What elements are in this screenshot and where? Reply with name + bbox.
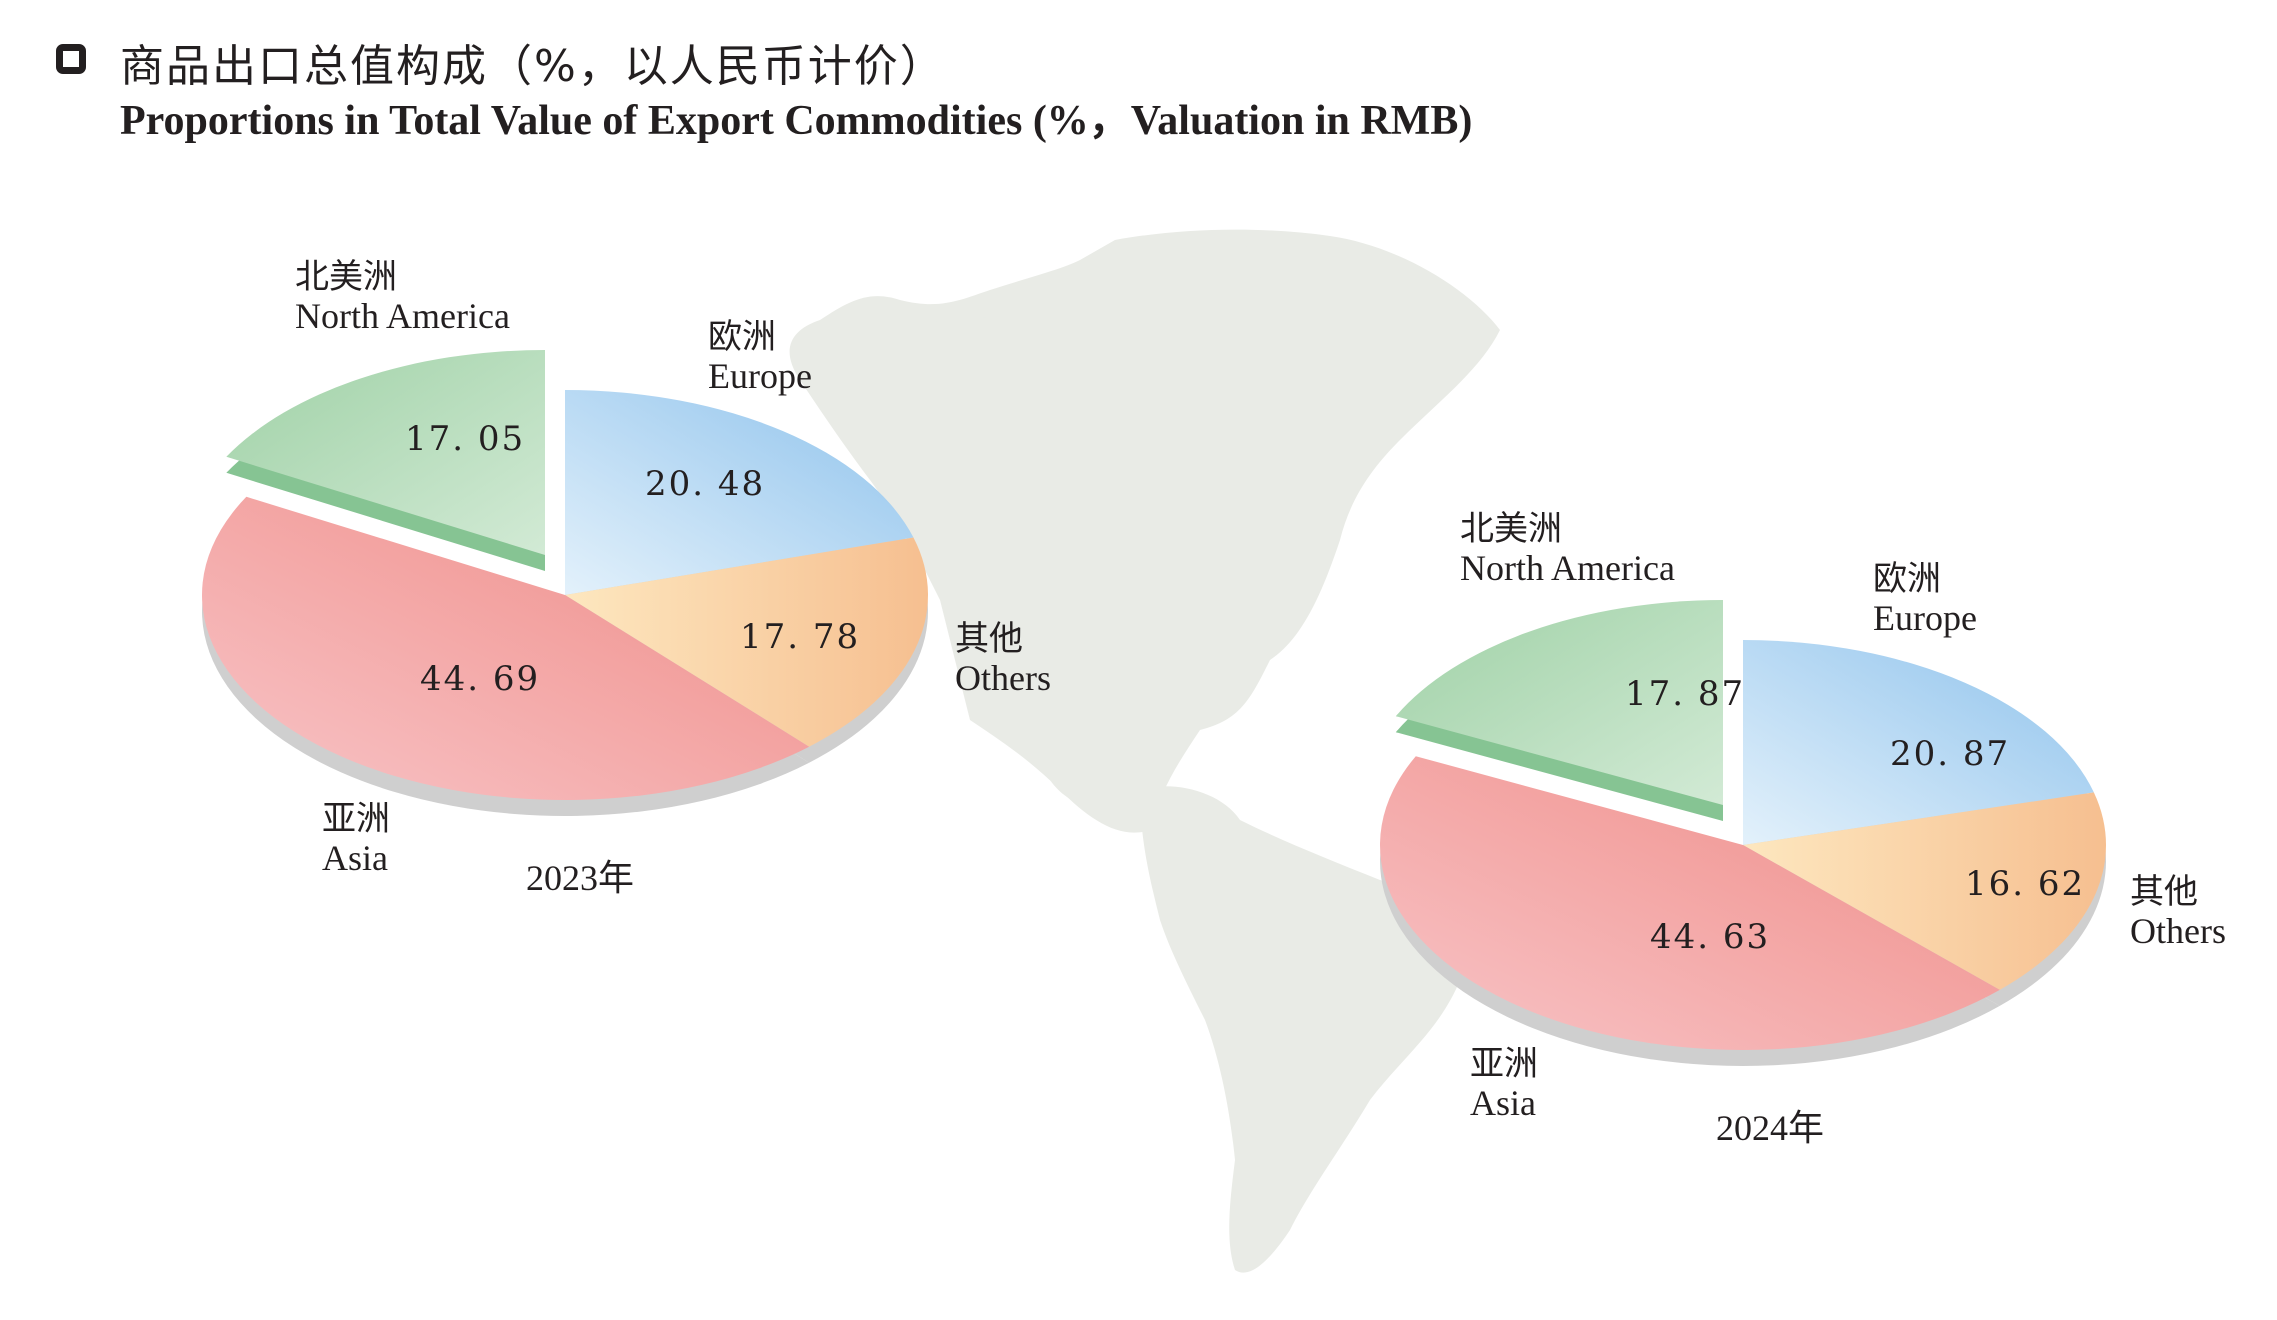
category-label-en-asia: Asia xyxy=(322,838,388,878)
value-label-asia: 44. 63 xyxy=(1650,917,1770,957)
category-label-en-europe: Europe xyxy=(708,356,812,396)
value-label-europe: 20. 48 xyxy=(645,464,765,504)
pie-slice-asia xyxy=(1380,756,2000,1050)
category-label-cn-asia: 亚洲 xyxy=(1470,1044,1538,1084)
pie-slice-others xyxy=(1743,792,2107,990)
value-label-others: 17. 78 xyxy=(740,617,860,657)
category-label-cn-europe: 欧洲 xyxy=(1873,559,1941,599)
category-label-cn-others: 其他 xyxy=(955,619,1023,659)
year-label: 2024年 xyxy=(1716,1108,1824,1148)
value-label-north_america: 17. 05 xyxy=(405,419,525,459)
value-label-asia: 44. 69 xyxy=(420,659,540,699)
pie-slice-north_america xyxy=(226,350,546,555)
category-label-cn-others: 其他 xyxy=(2130,872,2198,912)
year-label: 2023年 xyxy=(526,858,634,898)
category-label-en-europe: Europe xyxy=(1873,598,1977,638)
value-label-north_america: 17. 87 xyxy=(1625,674,1745,714)
pie-slice-north_america xyxy=(1395,600,1723,805)
pie-slice-europe xyxy=(565,390,914,595)
category-label-en-asia: Asia xyxy=(1470,1083,1536,1123)
value-label-europe: 20. 87 xyxy=(1890,734,2010,774)
chart-title-en: Proportions in Total Value of Export Com… xyxy=(120,98,1473,144)
category-label-en-north_america: North America xyxy=(295,296,510,336)
category-label-cn-europe: 欧洲 xyxy=(708,317,776,357)
category-label-cn-north_america: 北美洲 xyxy=(1460,509,1562,549)
category-label-en-north_america: North America xyxy=(1460,548,1675,588)
category-label-en-others: Others xyxy=(2130,911,2226,951)
world-map-background xyxy=(789,229,1500,1273)
category-label-cn-north_america: 北美洲 xyxy=(295,257,397,297)
pie-slice-asia xyxy=(201,496,810,801)
chart-title-cn: 商品出口总值构成（%，以人民币计价） xyxy=(120,41,946,92)
category-label-cn-asia: 亚洲 xyxy=(322,799,390,839)
value-label-others: 16. 62 xyxy=(1965,864,2085,904)
title-checkbox-icon xyxy=(56,44,86,74)
category-label-en-others: Others xyxy=(955,658,1051,698)
pie-slice-europe xyxy=(1743,640,2094,845)
pie-slice-others xyxy=(565,537,928,747)
